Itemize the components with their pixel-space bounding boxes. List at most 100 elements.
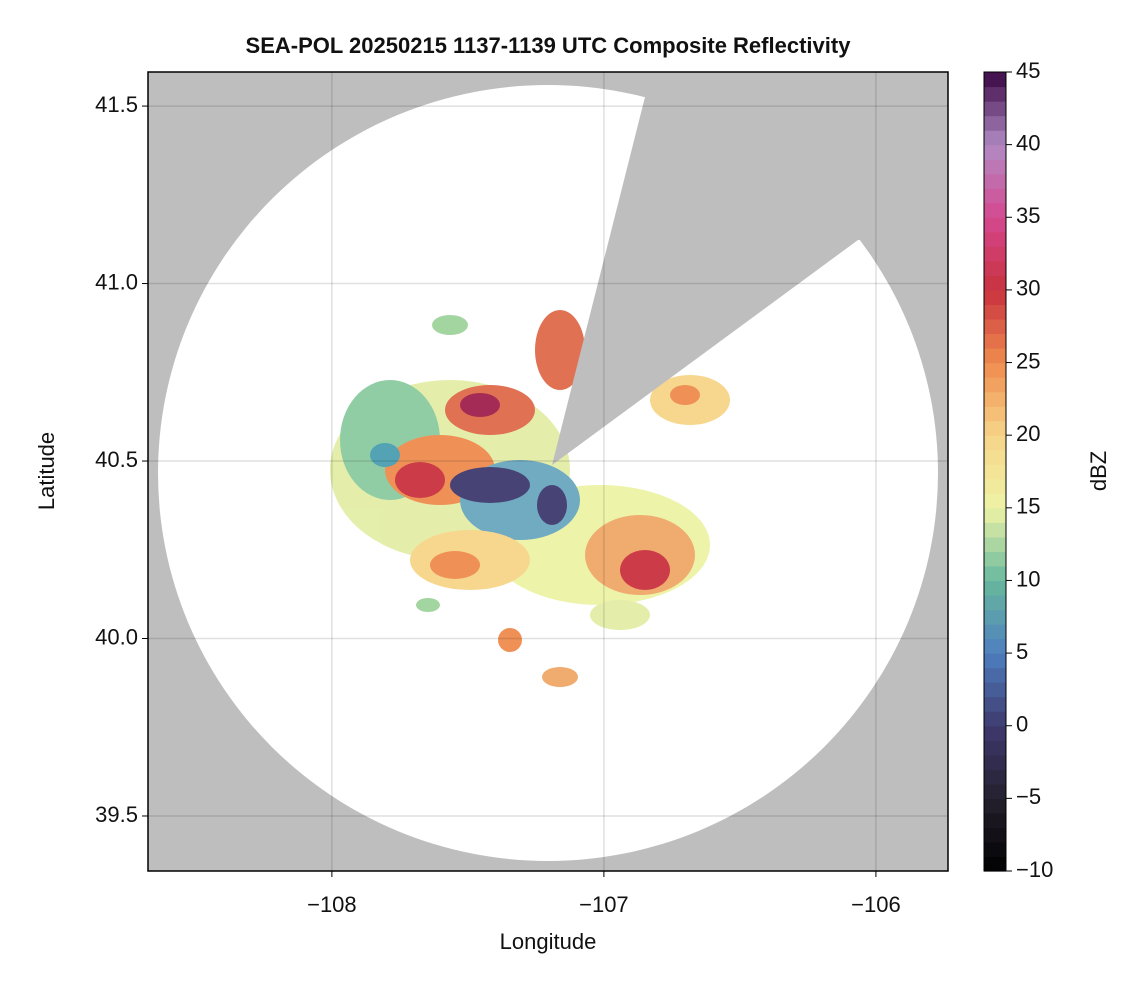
colorbar-band bbox=[984, 391, 1006, 407]
echo bbox=[430, 551, 480, 579]
y-tick-label: 39.5 bbox=[95, 802, 138, 827]
echo bbox=[590, 600, 650, 630]
colorbar-tick-label: 35 bbox=[1016, 203, 1040, 228]
x-tick-label: −106 bbox=[851, 892, 901, 917]
colorbar-tick-label: 15 bbox=[1016, 494, 1040, 519]
colorbar-band bbox=[984, 653, 1006, 669]
colorbar-tick-label: −10 bbox=[1016, 857, 1053, 882]
colorbar-band bbox=[984, 594, 1006, 611]
colorbar-band bbox=[984, 318, 1006, 335]
colorbar-band bbox=[984, 624, 1006, 640]
colorbar-band bbox=[984, 377, 1006, 393]
colorbar-band bbox=[984, 159, 1006, 175]
colorbar-band bbox=[984, 406, 1006, 422]
echo bbox=[395, 462, 445, 498]
colorbar-band bbox=[984, 711, 1006, 727]
echo bbox=[670, 385, 700, 405]
echo bbox=[498, 628, 522, 652]
colorbar-band bbox=[984, 348, 1006, 364]
colorbar-band bbox=[984, 188, 1006, 204]
y-axis-label: Latitude bbox=[34, 432, 59, 510]
colorbar-band bbox=[984, 101, 1006, 117]
chart-title: SEA-POL 20250215 1137-1139 UTC Composite… bbox=[246, 33, 852, 58]
colorbar-tick-label: 45 bbox=[1016, 58, 1040, 83]
echo bbox=[537, 485, 567, 525]
colorbar-tick-label: −5 bbox=[1016, 784, 1041, 809]
colorbar-tick-label: 0 bbox=[1016, 712, 1028, 737]
colorbar-frame bbox=[983, 71, 1007, 872]
colorbar-band bbox=[984, 362, 1006, 378]
colorbar-band bbox=[984, 275, 1006, 291]
colorbar-band bbox=[984, 231, 1006, 247]
echo bbox=[620, 550, 670, 590]
echo bbox=[432, 315, 468, 335]
colorbar-band bbox=[984, 798, 1006, 814]
echo bbox=[535, 310, 585, 390]
colorbar-band bbox=[984, 304, 1006, 320]
colorbar-band bbox=[984, 609, 1006, 625]
radar-echoes bbox=[330, 310, 730, 687]
colorbar-band bbox=[984, 754, 1006, 770]
colorbar-band bbox=[984, 856, 1006, 872]
blocked-sector bbox=[552, 72, 948, 465]
colorbar-tick-label: 5 bbox=[1016, 639, 1028, 664]
colorbar-band bbox=[984, 638, 1006, 654]
grid bbox=[148, 72, 948, 871]
colorbar-tick-label: 25 bbox=[1016, 348, 1040, 373]
colorbar-band bbox=[984, 86, 1006, 102]
colorbar-band bbox=[984, 464, 1006, 480]
colorbar-band bbox=[984, 435, 1006, 451]
colorbar-tick-label: 30 bbox=[1016, 276, 1040, 301]
colorbar-band bbox=[984, 812, 1006, 829]
y-tick-label: 40.0 bbox=[95, 624, 138, 649]
colorbar-band bbox=[984, 420, 1006, 436]
echo bbox=[542, 667, 578, 687]
colorbar-band bbox=[984, 173, 1006, 189]
colorbar-band bbox=[984, 536, 1006, 552]
plot-frame bbox=[147, 71, 949, 872]
plot-area bbox=[148, 72, 948, 871]
colorbar-band bbox=[984, 217, 1006, 233]
y-tick-label: 41.0 bbox=[95, 269, 138, 294]
y-tick-label: 40.5 bbox=[95, 447, 138, 472]
colorbar-band bbox=[984, 115, 1006, 131]
colorbar-tick-label: 10 bbox=[1016, 566, 1040, 591]
colorbar-band bbox=[984, 260, 1006, 276]
y-tick-label: 41.5 bbox=[95, 92, 138, 117]
colorbar-band bbox=[984, 333, 1006, 349]
colorbar-band bbox=[984, 449, 1006, 465]
colorbar-tick-label: 40 bbox=[1016, 130, 1040, 155]
colorbar-band bbox=[984, 478, 1006, 494]
colorbar-band bbox=[984, 841, 1006, 858]
colorbar-band bbox=[984, 565, 1006, 582]
colorbar-band bbox=[984, 289, 1006, 306]
colorbar-band bbox=[984, 72, 1006, 88]
colorbar-band bbox=[984, 580, 1006, 596]
colorbar-tick-label: 20 bbox=[1016, 421, 1040, 446]
colorbar-band bbox=[984, 827, 1006, 843]
colorbar-band bbox=[984, 783, 1006, 799]
colorbar-band bbox=[984, 246, 1006, 262]
echo bbox=[416, 598, 440, 612]
colorbar-band bbox=[984, 202, 1006, 218]
x-axis-label: Longitude bbox=[500, 929, 597, 954]
echo bbox=[460, 393, 500, 417]
colorbar-band bbox=[984, 725, 1006, 741]
colorbar-band bbox=[984, 740, 1006, 756]
echo bbox=[450, 467, 530, 503]
colorbar-band bbox=[984, 696, 1006, 712]
colorbar-band bbox=[984, 769, 1006, 785]
colorbar-band bbox=[984, 493, 1006, 509]
colorbar-band bbox=[984, 130, 1006, 146]
colorbar-band bbox=[984, 551, 1006, 567]
x-tick-label: −107 bbox=[579, 892, 629, 917]
colorbar-band bbox=[984, 522, 1006, 538]
colorbar-band bbox=[984, 507, 1006, 523]
echo bbox=[370, 443, 400, 467]
colorbar-band bbox=[984, 682, 1006, 698]
colorbar-label: dBZ bbox=[1086, 451, 1111, 491]
colorbar-band bbox=[984, 144, 1006, 160]
x-tick-label: −108 bbox=[307, 892, 357, 917]
colorbar: −10 −5 0 5 10 15 20 25 30 35 40 45 bbox=[983, 58, 1053, 882]
